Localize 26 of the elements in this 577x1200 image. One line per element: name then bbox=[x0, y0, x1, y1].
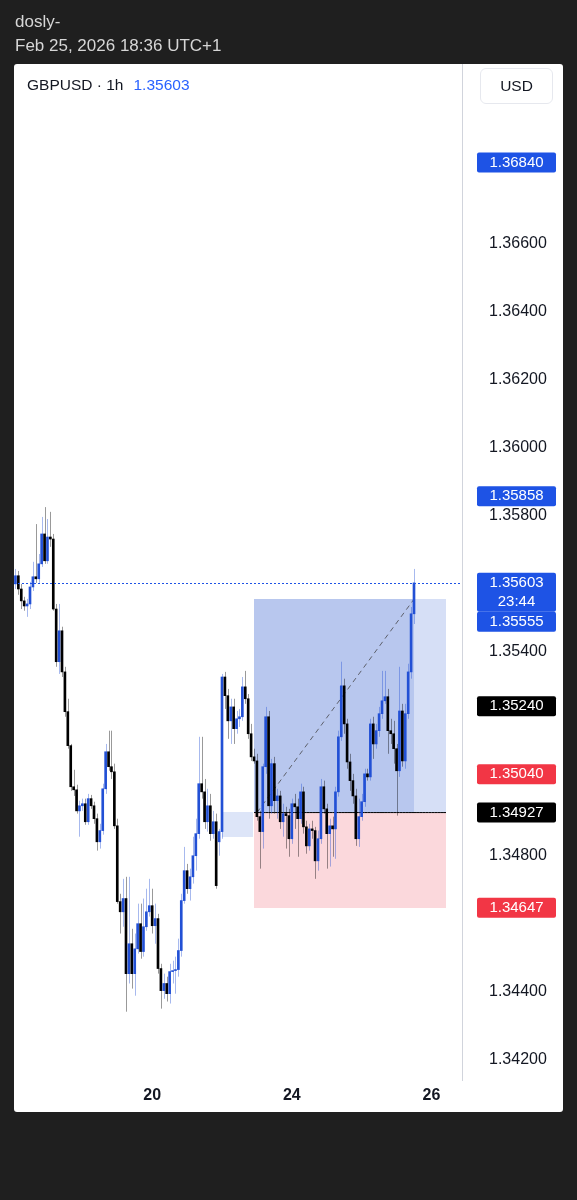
text: dosly- bbox=[15, 11, 62, 33]
y-tick-label: 1.36000 bbox=[489, 438, 547, 456]
text: 1.35240 bbox=[489, 696, 544, 714]
y-tick-label: 1.35800 bbox=[489, 506, 547, 524]
text: 1.36840 bbox=[489, 152, 544, 170]
x-tick-label: 20 bbox=[143, 1086, 162, 1104]
y-axis-title: USD bbox=[500, 77, 533, 95]
y-tick-label: 1.34200 bbox=[489, 1050, 547, 1068]
y-tick-label: 1.34800 bbox=[489, 846, 547, 864]
text: 1.34927 bbox=[489, 802, 544, 820]
currency-button[interactable]: USD bbox=[480, 68, 553, 104]
y-tick-label: 1.35400 bbox=[489, 642, 547, 660]
x-tick-label: 24 bbox=[282, 1086, 301, 1104]
ref-line-label: 1.35603 23:44 bbox=[489, 573, 544, 610]
y-tick-label: 1.36600 bbox=[489, 234, 547, 252]
y-tick-label: 1.34400 bbox=[489, 982, 547, 1000]
text: 1.35555 bbox=[489, 612, 544, 630]
y-tick-label: 1.36200 bbox=[489, 370, 547, 388]
y-tick-label: 1.36400 bbox=[489, 302, 547, 320]
text: Feb 25, 2026 18:36 UTC+1 bbox=[15, 35, 222, 57]
text: 1.35603 bbox=[133, 76, 190, 93]
text: 1.35858 bbox=[489, 486, 544, 504]
text: 1.34647 bbox=[489, 897, 544, 915]
x-tick-label: 26 bbox=[422, 1086, 441, 1104]
text: 1.35040 bbox=[489, 764, 544, 782]
text: GBPUSD · 1h bbox=[27, 76, 124, 93]
